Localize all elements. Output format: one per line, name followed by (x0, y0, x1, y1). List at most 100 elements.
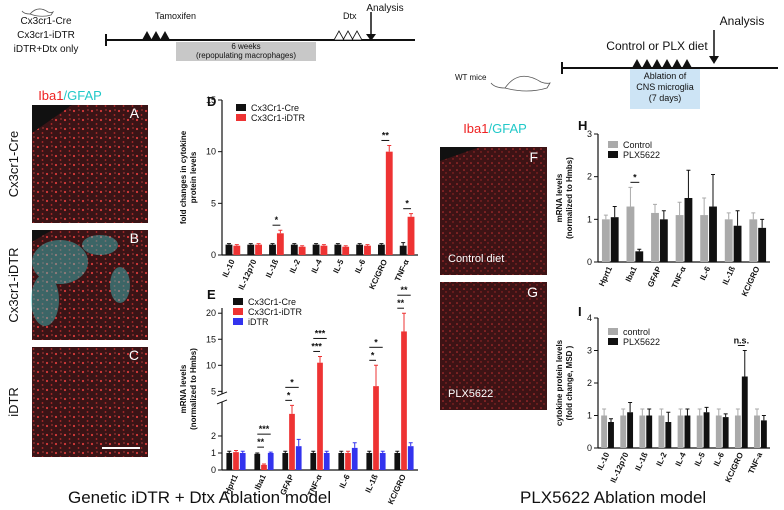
error-bar (723, 413, 728, 418)
x-tick-label: TNF-α (393, 258, 411, 283)
micrograph-edge (440, 147, 480, 161)
bar (233, 452, 239, 470)
bar (399, 245, 407, 255)
bar (267, 452, 274, 470)
panel-letter: C (129, 347, 139, 363)
micrograph (32, 347, 148, 457)
error-bar (240, 450, 245, 453)
bar (225, 244, 233, 255)
x-tick-label: KC/GRO (723, 451, 745, 484)
bar (295, 446, 302, 470)
micrograph (32, 105, 148, 223)
bar (675, 215, 684, 262)
period-label: 6 weeks (231, 42, 260, 51)
error-bar (234, 449, 238, 453)
bar (394, 452, 401, 470)
y-tick-label: 5 (211, 386, 216, 396)
legend-label: control (623, 327, 650, 337)
bar (601, 219, 610, 262)
bar (233, 245, 241, 255)
y-tick-label: 10 (206, 147, 216, 157)
y-tick-label: 4 (587, 313, 592, 323)
x-tick-label: IL-1ß (264, 258, 280, 279)
legend-swatch (608, 141, 618, 148)
error-bar (234, 244, 239, 246)
bar (407, 216, 415, 255)
bar (722, 417, 729, 448)
analysis-arrowhead (366, 34, 376, 41)
bar (338, 452, 345, 470)
ablation-marks (632, 59, 692, 68)
y-axis-label: (normalized to Hmbs) (565, 157, 574, 239)
error-bar (697, 408, 702, 416)
error-bar (278, 229, 283, 234)
legend-label: Control (623, 140, 652, 150)
y-tick-label: 15 (206, 334, 216, 344)
bar (364, 245, 371, 255)
bar (407, 446, 414, 470)
bar (379, 452, 386, 470)
error-bar (755, 408, 760, 416)
period-label: (repopulating macrophages) (196, 51, 296, 60)
y-axis-label: protein levels (189, 151, 198, 203)
group-label: iDTR+Dtx only (14, 44, 79, 55)
y-tick-label: 0 (211, 250, 216, 260)
error-bar (343, 245, 348, 247)
error-bar (608, 418, 613, 422)
bar (724, 219, 733, 262)
error-bar (702, 197, 707, 216)
significance-label: *** (311, 341, 322, 351)
bar (658, 415, 665, 448)
error-bar (255, 452, 260, 454)
ablation-label: Ablation of (644, 71, 687, 81)
image-label: Control diet (448, 253, 504, 265)
legend-swatch (608, 338, 618, 345)
x-tick-label: IL-6 (353, 258, 367, 275)
error-bar (653, 203, 658, 213)
bar (734, 415, 741, 448)
panel-letter: I (578, 304, 582, 319)
error-bar (637, 248, 642, 252)
y-tick-label: 2 (587, 378, 592, 388)
error-bar (710, 174, 715, 207)
error-bar (612, 206, 617, 218)
significance-label: ** (257, 437, 265, 447)
significance-label: *** (315, 328, 326, 338)
row-label: Cx3cr1-Cre (6, 131, 21, 197)
caption: Genetic iDTR + Dtx Ablation model (68, 488, 331, 507)
error-bar (262, 463, 266, 465)
bar (261, 464, 267, 470)
analysis-label: Analysis (720, 14, 765, 28)
x-tick-label: KC/GRO (740, 265, 762, 298)
bar (366, 452, 373, 470)
error-bar (621, 408, 626, 416)
significance-label: * (405, 199, 409, 209)
error-bar (735, 408, 740, 416)
y-tick-label: 0 (587, 257, 592, 267)
error-bar (292, 243, 297, 245)
x-tick-label: IL-10 (595, 451, 611, 472)
error-bar (678, 408, 683, 416)
error-bar (379, 243, 384, 245)
bar (312, 244, 320, 255)
bar (351, 447, 358, 470)
bar (684, 198, 693, 262)
x-tick-label: IL-10 (221, 258, 237, 279)
error-bar (409, 213, 414, 217)
error-bar (248, 243, 253, 245)
error-bar (387, 144, 392, 152)
bar (356, 244, 364, 255)
bar (758, 227, 767, 262)
dtx-label: Dtx (343, 11, 357, 21)
bar (289, 413, 295, 470)
dtx-marks (333, 30, 363, 41)
bar (677, 415, 684, 448)
legend-label: Cx3Cr1-iDTR (251, 113, 306, 123)
panel-letter: G (527, 284, 538, 300)
x-tick-label: IL-5 (331, 258, 345, 275)
x-tick-label: IL-12p70 (609, 451, 631, 485)
error-bar (402, 312, 406, 332)
error-bar (685, 408, 690, 416)
y-tick-label: 3 (587, 346, 592, 356)
tamoxifen-label: Tamoxifen (155, 11, 196, 21)
